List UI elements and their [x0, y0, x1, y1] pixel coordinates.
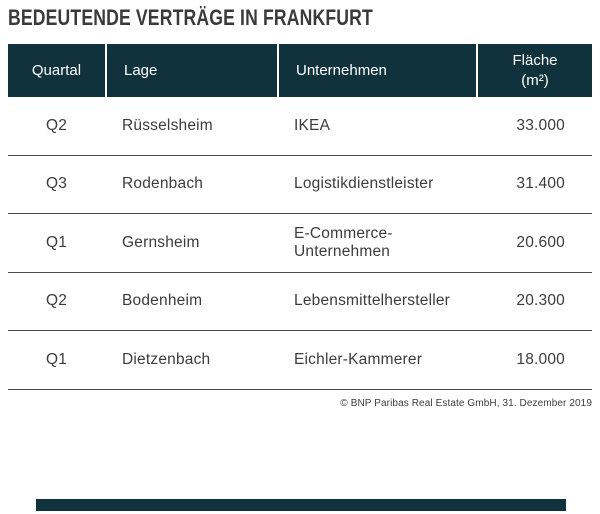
table-row: Q3 Rodenbach Logistikdienstleister 31.40… [8, 156, 592, 214]
brand-bar [36, 499, 566, 511]
cell-quartal: Q1 [45, 233, 68, 251]
cell-flaeche: 18.000 [516, 350, 565, 368]
cell-quartal: Q2 [45, 292, 68, 310]
contracts-table: Quartal Lage Unternehmen Fläche (m²) Q2 … [8, 44, 592, 390]
cell-quartal: Q1 [45, 350, 68, 368]
cell-lage: Gernsheim [122, 233, 200, 251]
cell-unternehmen: IKEA [294, 116, 331, 134]
cell-unternehmen: Lebensmittelhersteller [294, 292, 451, 310]
cell-flaeche: 31.400 [516, 175, 565, 193]
page-title: BEDEUTENDE VERTRÄGE IN FRANKFURT [8, 5, 373, 30]
cell-flaeche: 33.000 [516, 116, 565, 134]
cell-lage: Rüsselsheim [122, 116, 213, 134]
cell-unternehmen: Logistikdienstleister [294, 175, 434, 193]
source-note: © BNP Paribas Real Estate GmbH, 31. Deze… [340, 398, 592, 409]
cell-flaeche: 20.300 [516, 292, 565, 310]
column-header-unternehmen: Unternehmen [277, 44, 476, 97]
table-row: Q2 Bodenheim Lebensmittelhersteller 20.3… [8, 273, 592, 331]
cell-unternehmen: E-Commerce-Unternehmen [294, 224, 393, 260]
table-row: Q1 Gernsheim E-Commerce-Unternehmen 20.6… [8, 214, 592, 273]
cell-unternehmen: Eichler-Kammerer [294, 350, 423, 368]
cell-flaeche: 20.600 [516, 233, 565, 251]
cell-lage: Bodenheim [122, 292, 203, 310]
table-row: Q2 Rüsselsheim IKEA 33.000 [8, 97, 592, 156]
table-header-row: Quartal Lage Unternehmen Fläche (m²) [8, 44, 592, 97]
column-header-flaeche-unit: (m²) [521, 71, 549, 89]
cell-lage: Rodenbach [122, 175, 204, 193]
column-header-flaeche: Fläche (m²) [476, 44, 592, 97]
column-header-quartal: Quartal [31, 62, 82, 79]
cell-quartal: Q3 [45, 175, 68, 193]
cell-lage: Dietzenbach [122, 350, 211, 368]
cell-quartal: Q2 [45, 116, 68, 134]
column-header-flaeche-label: Fläche [512, 52, 558, 69]
table-row: Q1 Dietzenbach Eichler-Kammerer 18.000 [8, 331, 592, 390]
column-header-lage: Lage [105, 44, 277, 97]
